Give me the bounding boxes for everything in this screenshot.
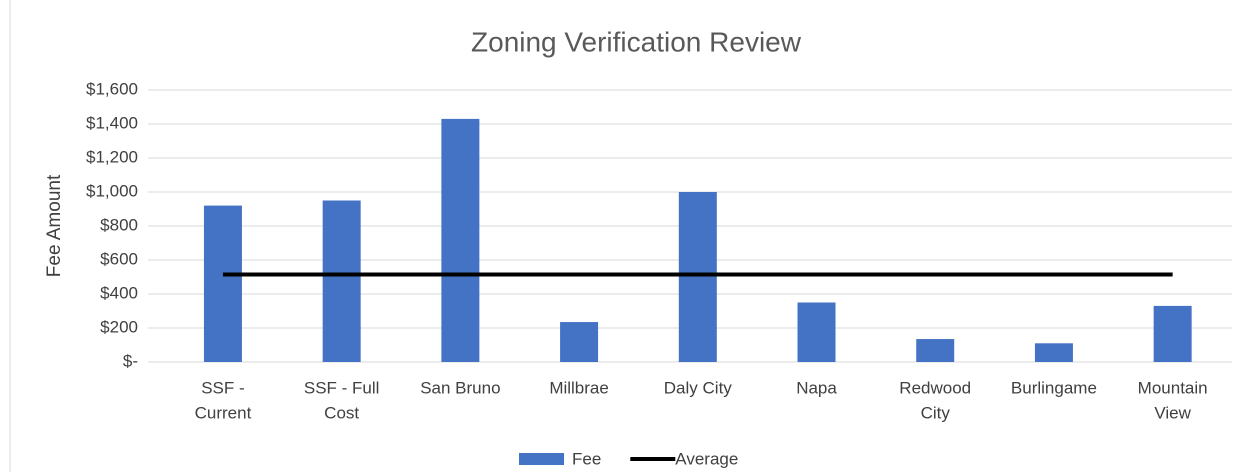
x-tick-label: Millbrae	[549, 378, 609, 397]
bar	[1034, 343, 1073, 362]
bar	[322, 200, 361, 362]
legend-label: Average	[675, 449, 738, 468]
y-tick-label: $600	[100, 249, 138, 268]
y-tick-label: $-	[123, 351, 138, 370]
x-tick-label: SSF - Full	[304, 378, 380, 397]
x-tick-label: Current	[195, 403, 252, 422]
y-tick-label: $1,200	[86, 147, 138, 166]
x-tick-label: Napa	[796, 378, 837, 397]
bar	[797, 302, 836, 362]
bar	[1153, 305, 1192, 362]
bar	[916, 339, 955, 362]
x-tick-label: Mountain	[1138, 378, 1208, 397]
bar	[203, 205, 242, 362]
y-tick-label: $1,000	[86, 181, 138, 200]
x-tick-label: View	[1154, 403, 1191, 422]
x-tick-label: Cost	[324, 403, 359, 422]
bar	[678, 192, 717, 362]
x-tick-label: City	[921, 403, 951, 422]
bar	[560, 322, 599, 362]
legend-swatch	[519, 453, 564, 465]
legend-label: Fee	[572, 449, 601, 468]
y-tick-label: $1,600	[86, 79, 138, 98]
x-tick-label: Burlingame	[1011, 378, 1097, 397]
x-tick-label: Daly City	[664, 378, 733, 397]
x-tick-label: San Bruno	[420, 378, 500, 397]
x-tick-label: SSF -	[201, 378, 244, 397]
x-tick-label: Redwood	[899, 378, 971, 397]
y-axis-label: Fee Amount	[44, 174, 65, 277]
y-tick-label: $400	[100, 283, 138, 302]
bar	[441, 118, 480, 363]
chart-title: Zoning Verification Review	[471, 26, 802, 57]
y-tick-label: $800	[100, 215, 138, 234]
y-tick-label: $200	[100, 317, 138, 336]
y-tick-label: $1,400	[86, 113, 138, 132]
